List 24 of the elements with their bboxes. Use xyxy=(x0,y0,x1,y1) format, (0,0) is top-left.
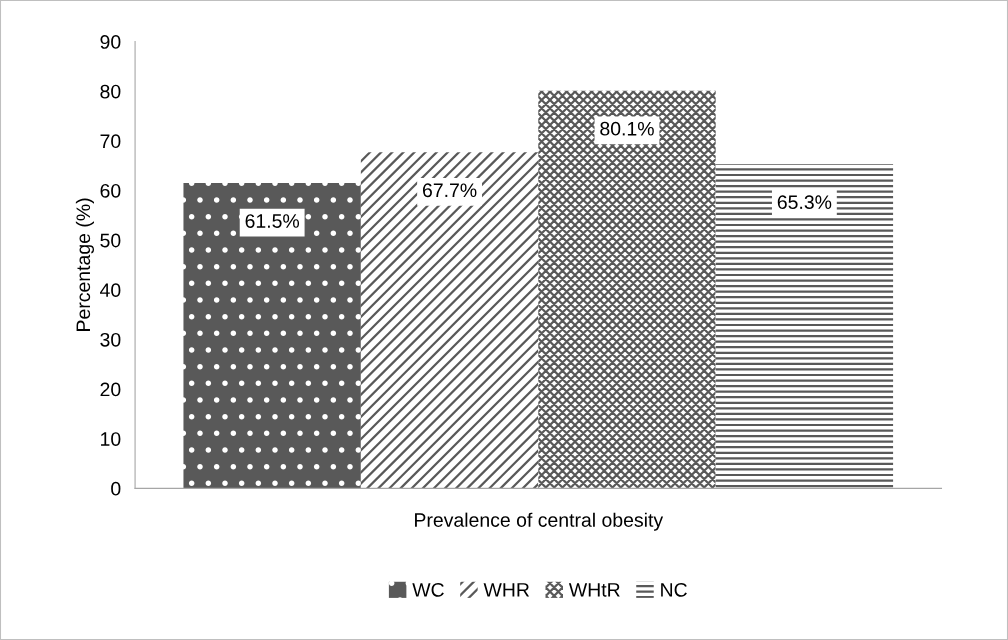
y-tick-label: 40 xyxy=(100,283,121,298)
y-tick-label: 60 xyxy=(100,183,121,198)
y-tick-label: 0 xyxy=(111,481,121,496)
bar xyxy=(715,164,894,489)
legend-label: NC xyxy=(661,582,687,597)
legend-label: WHtR xyxy=(568,583,620,597)
y-tick-label: 80 xyxy=(100,84,121,99)
y-tick-label: 70 xyxy=(100,134,121,149)
y-axis-title: Percentage (%) xyxy=(75,198,94,331)
y-tick-label: 20 xyxy=(100,382,121,397)
bar xyxy=(538,90,716,489)
y-tick-label: 30 xyxy=(100,332,121,347)
y-tick-label: 50 xyxy=(100,233,121,248)
data-label: 61.5% xyxy=(245,214,300,228)
data-label: 80.1% xyxy=(600,121,654,136)
legend-label: WHR xyxy=(483,583,530,597)
data-label: 65.3% xyxy=(777,195,832,210)
data-label: 67.7% xyxy=(422,183,477,198)
legend-label: WC xyxy=(412,582,444,597)
bar xyxy=(183,183,361,489)
x-axis-title: Prevalence of central obesity xyxy=(415,512,664,531)
bar xyxy=(360,152,539,489)
y-tick-label: 90 xyxy=(100,35,121,49)
y-tick-label: 10 xyxy=(101,432,121,446)
